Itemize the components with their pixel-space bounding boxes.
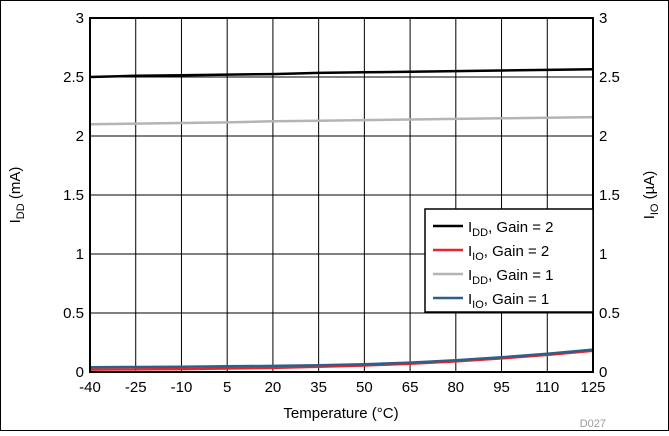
x-tick-label: 65 <box>402 379 419 396</box>
y-tick-label-left: 0 <box>76 364 84 381</box>
legend-label-1: IIO, Gain = 2 <box>468 243 549 263</box>
series-line-0 <box>89 68 594 79</box>
x-tick-label: 125 <box>580 379 605 396</box>
y-tick-label-right: 1.5 <box>599 187 620 204</box>
y-tick-label-right: 0 <box>599 364 607 381</box>
y-tick-label-left: 2.5 <box>63 69 84 86</box>
y-tick-label-left: 2 <box>76 128 84 145</box>
y-tick-label-left: 3 <box>76 10 84 27</box>
x-tick-label: 110 <box>535 379 559 396</box>
figure-code: D027 <box>580 418 606 430</box>
y-axis-title-right: IIO (µA) <box>641 171 661 220</box>
plot-frame <box>89 17 594 373</box>
x-tick-label: 80 <box>447 379 464 396</box>
y-axis-title-left: IDD (mA) <box>7 167 27 224</box>
legend-label-3: IIO, Gain = 1 <box>468 291 549 311</box>
legend-label-2: IDD, Gain = 1 <box>468 267 554 287</box>
legend-label-0: IDD, Gain = 2 <box>468 219 554 239</box>
y-tick-label-left: 0.5 <box>63 305 84 322</box>
legend-items: IDD, Gain = 2 IIO, Gain = 2 IDD, Gain = 1 I… <box>433 219 554 311</box>
series-line-3 <box>89 348 594 369</box>
y-tick-label-right: 0.5 <box>599 305 620 322</box>
x-tick-label: 5 <box>223 379 231 396</box>
x-tick-label: 35 <box>310 379 327 396</box>
x-tick-label: 20 <box>265 379 282 396</box>
y-tick-label-left: 1.5 <box>63 187 84 204</box>
series-layer <box>89 68 594 371</box>
y-tick-label-right: 2.5 <box>599 69 620 86</box>
x-tick-label: 50 <box>356 379 373 396</box>
legend-box <box>424 208 594 313</box>
x-tick-label: -10 <box>171 379 193 396</box>
y-tick-label-right: 3 <box>599 10 607 27</box>
x-tick-label: -40 <box>79 379 101 396</box>
x-axis-title: Temperature (°C) <box>283 405 398 422</box>
series-line-2 <box>89 115 594 126</box>
legend: IDD, Gain = 2 IIO, Gain = 2 IDD, Gain = 1 I… <box>424 208 594 313</box>
y-tick-label-left: 1 <box>76 246 84 263</box>
y-tick-label-right: 2 <box>599 128 607 145</box>
y-tick-label-right: 1 <box>599 246 607 263</box>
x-tick-label: 95 <box>493 379 510 396</box>
x-tick-label: -25 <box>125 379 147 396</box>
